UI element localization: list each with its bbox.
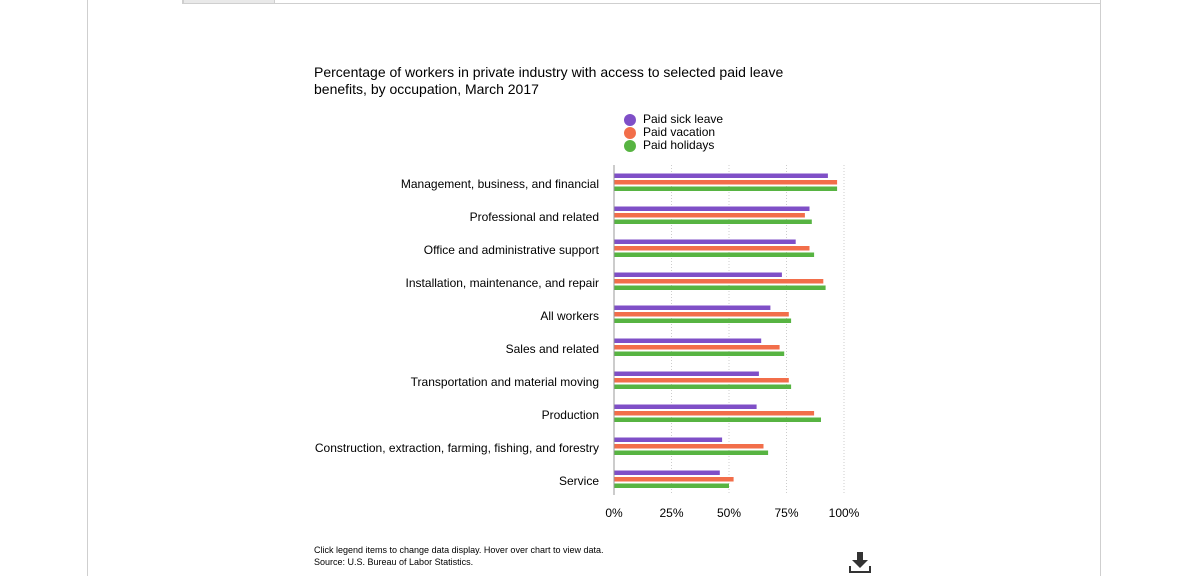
x-tick-label: 0% bbox=[605, 506, 623, 520]
bar[interactable] bbox=[614, 371, 759, 377]
legend-marker-sick-leave bbox=[624, 113, 636, 126]
chart-legend: Paid sick leave Paid vacation Paid holid… bbox=[624, 113, 723, 152]
legend-marker-vacation bbox=[624, 126, 636, 139]
chart-source: Source: U.S. Bureau of Labor Statistics. bbox=[314, 557, 474, 567]
bar[interactable] bbox=[614, 180, 838, 185]
chart-title: Percentage of workers in private industr… bbox=[314, 64, 784, 97]
series-sick bbox=[614, 173, 828, 476]
category-label: Sales and related bbox=[505, 341, 599, 356]
download-icon bbox=[849, 552, 871, 573]
bar[interactable] bbox=[614, 417, 821, 423]
bar[interactable] bbox=[614, 378, 789, 383]
legend-item-sick-leave[interactable]: Paid sick leave bbox=[624, 113, 723, 126]
bar[interactable] bbox=[614, 483, 729, 489]
category-label: Production bbox=[541, 407, 599, 422]
series-vacation bbox=[614, 180, 838, 482]
series-holidays bbox=[614, 186, 838, 489]
bar[interactable] bbox=[614, 305, 771, 311]
bar[interactable] bbox=[614, 213, 805, 218]
x-tick-label: 50% bbox=[716, 506, 742, 520]
bar[interactable] bbox=[614, 477, 734, 482]
bar[interactable] bbox=[614, 404, 757, 410]
bar[interactable] bbox=[614, 272, 782, 278]
bar[interactable] bbox=[614, 411, 815, 416]
content-frame bbox=[87, 0, 1101, 576]
bar[interactable] bbox=[614, 285, 826, 291]
bar[interactable] bbox=[614, 186, 838, 192]
download-button[interactable] bbox=[849, 551, 871, 573]
bar[interactable] bbox=[614, 450, 769, 456]
category-label: All workers bbox=[540, 308, 599, 323]
category-label: Management, business, and financial bbox=[400, 176, 599, 191]
tab-strip bbox=[183, 0, 1101, 4]
bar[interactable] bbox=[614, 437, 723, 443]
category-label: Service bbox=[558, 473, 599, 488]
bar[interactable] bbox=[614, 279, 824, 284]
legend-item-vacation[interactable]: Paid vacation bbox=[624, 126, 723, 139]
bar[interactable] bbox=[614, 173, 828, 179]
bar[interactable] bbox=[614, 444, 764, 449]
bar[interactable] bbox=[614, 351, 785, 357]
x-tick-label: 25% bbox=[659, 506, 684, 520]
category-label: Professional and related bbox=[469, 209, 599, 224]
panel-edge bbox=[182, 0, 183, 4]
bar[interactable] bbox=[614, 318, 792, 324]
x-tick-label: 100% bbox=[828, 506, 860, 520]
bar[interactable] bbox=[614, 345, 780, 350]
bar[interactable] bbox=[614, 312, 789, 317]
tab-chart[interactable] bbox=[183, 0, 275, 4]
x-tick-label: 75% bbox=[774, 506, 799, 520]
chart-note: Click legend items to change data displa… bbox=[314, 545, 604, 555]
bar[interactable] bbox=[614, 239, 796, 245]
legend-label-sick-leave: Paid sick leave bbox=[643, 112, 724, 126]
category-label: Construction, extraction, farming, fishi… bbox=[314, 440, 599, 455]
bar[interactable] bbox=[614, 252, 815, 258]
legend-label-holidays: Paid holidays bbox=[643, 138, 715, 152]
category-label: Office and administrative support bbox=[423, 242, 599, 257]
category-label: Installation, maintenance, and repair bbox=[405, 275, 599, 290]
bar[interactable] bbox=[614, 338, 762, 344]
bar[interactable] bbox=[614, 246, 810, 251]
bar[interactable] bbox=[614, 470, 720, 476]
legend-item-holidays[interactable]: Paid holidays bbox=[624, 139, 723, 152]
bar[interactable] bbox=[614, 219, 812, 225]
legend-marker-holidays bbox=[624, 139, 636, 152]
legend-label-vacation: Paid vacation bbox=[643, 125, 716, 139]
category-label: Transportation and material moving bbox=[410, 374, 599, 389]
bar[interactable] bbox=[614, 384, 792, 390]
bar[interactable] bbox=[614, 206, 810, 212]
